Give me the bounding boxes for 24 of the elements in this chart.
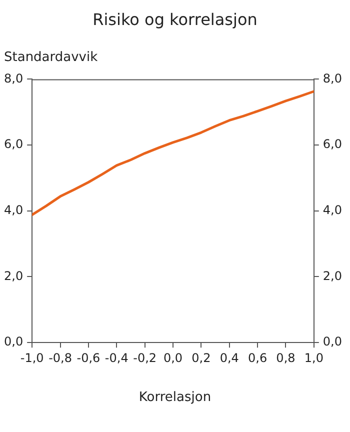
y-tick-label: 8,0 xyxy=(4,71,24,86)
x-axis-title: Korrelasjon xyxy=(138,390,212,405)
y2-tick-label: 2,0 xyxy=(322,268,342,283)
x-tick-label: 1,0 xyxy=(304,350,324,365)
y-axis-title: Standardavvik xyxy=(3,50,99,67)
x-tick-label: -0,2 xyxy=(133,350,157,365)
y-tick-label: 2,0 xyxy=(4,268,24,283)
x-tick-label: -1,0 xyxy=(20,350,44,365)
x-tick-label: 0,8 xyxy=(276,350,296,365)
y2-tick-label: 0,0 xyxy=(322,334,342,349)
x-tick-label: 0,6 xyxy=(248,350,268,365)
x-tick-label: 0,2 xyxy=(192,350,211,365)
x-tick-label: -0,4 xyxy=(104,350,128,365)
y2-tick-label: 6,0 xyxy=(322,137,342,152)
y2-tick-label: 8,0 xyxy=(322,71,342,86)
y-tick-label: 4,0 xyxy=(4,203,24,218)
x-tick-label: 0,0 xyxy=(163,350,183,365)
x-tick-label: -0,6 xyxy=(76,350,100,365)
x-tick-label: 0,4 xyxy=(220,350,239,365)
x-tick-label: -0,8 xyxy=(48,350,72,365)
chart-title: Risiko og korrelasjon xyxy=(92,9,258,31)
y2-tick-label: 4,0 xyxy=(322,203,342,218)
y-tick-label: 0,0 xyxy=(4,334,24,349)
y-tick-label: 6,0 xyxy=(4,137,24,152)
